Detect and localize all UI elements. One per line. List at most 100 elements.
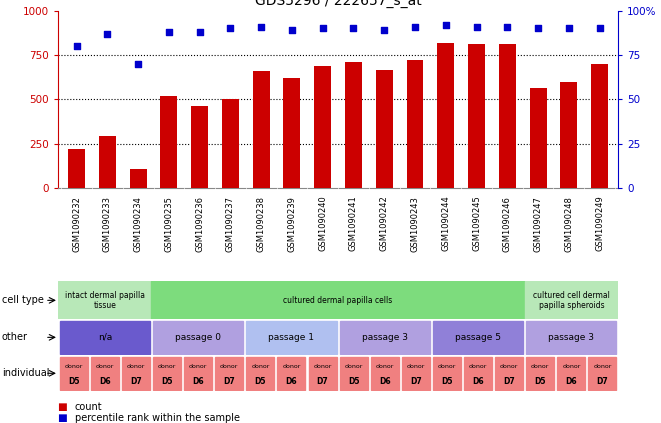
Bar (278, 357, 305, 390)
Text: D5: D5 (348, 377, 360, 386)
Text: percentile rank within the sample: percentile rank within the sample (75, 413, 240, 423)
Text: passage 3: passage 3 (362, 333, 408, 342)
Point (533, 25, 543, 32)
Point (440, 22, 451, 28)
Bar (561, 82, 577, 188)
Bar (525, 281, 618, 319)
Bar (247, 321, 336, 354)
Bar (314, 66, 331, 188)
Text: GSM1090235: GSM1090235 (165, 196, 173, 252)
Point (256, 23, 266, 30)
Point (102, 30, 112, 37)
Point (194, 28, 205, 35)
Text: D5: D5 (254, 377, 266, 386)
Text: donor: donor (127, 364, 145, 368)
Text: n/a: n/a (98, 333, 112, 342)
Point (502, 23, 512, 30)
Text: GSM1090239: GSM1090239 (288, 196, 297, 252)
Text: GSM1090242: GSM1090242 (379, 196, 389, 251)
Text: GSM1090249: GSM1090249 (595, 196, 604, 251)
Bar (284, 78, 300, 188)
Bar (122, 357, 150, 390)
Text: D6: D6 (566, 377, 577, 386)
Bar (99, 136, 116, 188)
Point (287, 27, 297, 33)
Bar (526, 357, 555, 390)
Bar (58, 281, 151, 319)
Bar (340, 357, 368, 390)
Bar (253, 71, 270, 188)
Bar (91, 357, 119, 390)
Text: ■: ■ (58, 402, 71, 412)
Text: cultured cell dermal
papilla spheroids: cultured cell dermal papilla spheroids (533, 291, 610, 310)
Text: D7: D7 (317, 377, 329, 386)
Bar (371, 357, 399, 390)
Bar (433, 357, 461, 390)
Text: donor: donor (531, 364, 549, 368)
Text: GSM1090244: GSM1090244 (442, 196, 450, 251)
Text: donor: donor (96, 364, 114, 368)
Bar (153, 357, 181, 390)
Bar (184, 357, 212, 390)
Text: passage 5: passage 5 (455, 333, 501, 342)
Text: donor: donor (438, 364, 456, 368)
Text: D6: D6 (379, 377, 391, 386)
Point (317, 25, 328, 32)
Bar (151, 281, 525, 319)
Text: GSM1090234: GSM1090234 (134, 196, 143, 252)
Point (133, 60, 143, 67)
Point (379, 27, 389, 33)
Text: D7: D7 (597, 377, 608, 386)
Text: GSM1090232: GSM1090232 (72, 196, 81, 252)
Text: D6: D6 (192, 377, 204, 386)
Text: donor: donor (65, 364, 83, 368)
Bar (407, 60, 424, 188)
Bar (215, 357, 243, 390)
Text: GSM1090248: GSM1090248 (564, 196, 573, 252)
Point (225, 25, 236, 32)
Bar (526, 321, 617, 354)
Text: donor: donor (251, 364, 270, 368)
Text: passage 0: passage 0 (175, 333, 221, 342)
Text: GSM1090241: GSM1090241 (349, 196, 358, 251)
Text: other: other (2, 332, 28, 342)
Text: donor: donor (344, 364, 363, 368)
Bar (191, 106, 208, 188)
Text: GSM1090246: GSM1090246 (503, 196, 512, 252)
Text: donor: donor (220, 364, 239, 368)
Bar (161, 96, 177, 188)
Text: D7: D7 (223, 377, 235, 386)
Text: donor: donor (500, 364, 518, 368)
Text: ■: ■ (58, 413, 71, 423)
Bar (499, 44, 516, 188)
Text: D6: D6 (472, 377, 484, 386)
Bar (309, 357, 336, 390)
Text: passage 1: passage 1 (268, 333, 315, 342)
Point (410, 23, 420, 30)
Bar (247, 357, 274, 390)
Bar (345, 62, 362, 188)
Text: passage 3: passage 3 (549, 333, 594, 342)
Text: donor: donor (594, 364, 611, 368)
Bar (588, 357, 617, 390)
Bar (402, 357, 430, 390)
Text: GSM1090247: GSM1090247 (533, 196, 543, 252)
Point (348, 25, 359, 32)
Text: GSM1090240: GSM1090240 (318, 196, 327, 251)
Bar (153, 321, 243, 354)
Text: donor: donor (189, 364, 208, 368)
Text: donor: donor (375, 364, 394, 368)
Text: D5: D5 (535, 377, 546, 386)
Text: D5: D5 (441, 377, 453, 386)
Title: GDS5296 / 222657_s_at: GDS5296 / 222657_s_at (254, 0, 422, 8)
Text: GSM1090236: GSM1090236 (195, 196, 204, 252)
Point (594, 25, 605, 32)
Point (71, 43, 82, 49)
Text: GSM1090238: GSM1090238 (256, 196, 266, 252)
Text: individual: individual (2, 368, 50, 378)
Text: count: count (75, 402, 102, 412)
Text: D7: D7 (503, 377, 515, 386)
Text: D5: D5 (161, 377, 173, 386)
Bar (340, 321, 430, 354)
Text: donor: donor (407, 364, 425, 368)
